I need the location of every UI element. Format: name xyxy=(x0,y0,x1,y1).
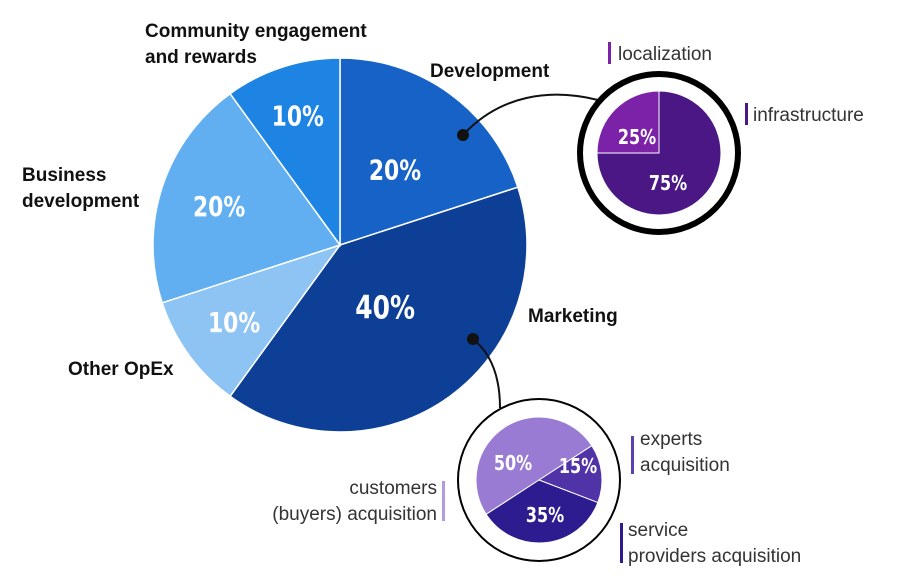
marketing-subpie-legend-label-0: customers (buyers) acquisition xyxy=(272,478,437,525)
marketing-subpie-legend-label-2: service providers acquisition xyxy=(628,520,801,567)
development-subpie-value-label-0: 25% xyxy=(618,126,656,149)
main-pie-slice-3 xyxy=(152,92,342,304)
marketing-subpie-value-label-1: 15% xyxy=(559,455,597,478)
development-subpie-legend-bar-0 xyxy=(608,42,611,64)
marketing-subpie-legend-bar-0 xyxy=(442,481,445,521)
marketing-subpie-legend-bar-2 xyxy=(620,523,623,563)
marketing-subpie-legend-bar-1 xyxy=(631,436,634,474)
development-subpie-legend-label-1: infrastructure xyxy=(753,105,864,126)
main-pie-slice-4 xyxy=(229,57,341,248)
main-pie-value-label-0: 20% xyxy=(369,154,421,186)
development-subpie-slice-0 xyxy=(596,90,660,154)
marketing-subpie-legend-label-1: experts acquisition xyxy=(640,429,730,476)
development-connector-line xyxy=(462,93,599,136)
marketing-subpie-slice-1 xyxy=(537,444,603,504)
marketing-subpie-value-label-0: 50% xyxy=(494,452,532,475)
main-pie-category-label-4: Community engagement and rewards xyxy=(145,21,367,68)
main-pie-category-label-3: Business development xyxy=(22,165,140,212)
main-pie-slice-0 xyxy=(339,57,519,247)
marketing-subpie-value-label-2: 35% xyxy=(526,504,564,527)
development-subpie-legend-bar-1 xyxy=(745,103,748,125)
marketing-subpie-slice-0 xyxy=(475,416,593,516)
main-pie-value-label-2: 10% xyxy=(208,306,260,338)
main-pie-category-label-2: Other OpEx xyxy=(68,359,174,380)
main-pie-slice-1 xyxy=(229,186,528,433)
development-connector-dot xyxy=(457,129,469,141)
main-pie-value-label-1: 40% xyxy=(355,288,415,326)
main-pie-category-label-1: Marketing xyxy=(528,306,618,327)
development-subpie-value-label-1: 75% xyxy=(649,172,687,195)
main-pie-value-label-3: 20% xyxy=(193,190,245,222)
marketing-connector-dot xyxy=(467,333,479,345)
main-pie-category-label-0: Development xyxy=(430,61,550,82)
main-pie-slice-2 xyxy=(161,243,342,398)
marketing-connector-line xyxy=(472,338,501,409)
main-pie-value-label-4: 10% xyxy=(272,100,324,132)
development-subpie-legend-label-0: localization xyxy=(618,44,712,65)
marketing-subpie-slice-2 xyxy=(485,479,599,544)
development-subpie-slice-1 xyxy=(596,90,722,216)
